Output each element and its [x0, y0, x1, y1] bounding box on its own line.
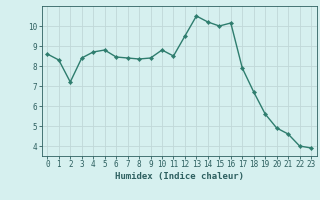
X-axis label: Humidex (Indice chaleur): Humidex (Indice chaleur): [115, 172, 244, 181]
